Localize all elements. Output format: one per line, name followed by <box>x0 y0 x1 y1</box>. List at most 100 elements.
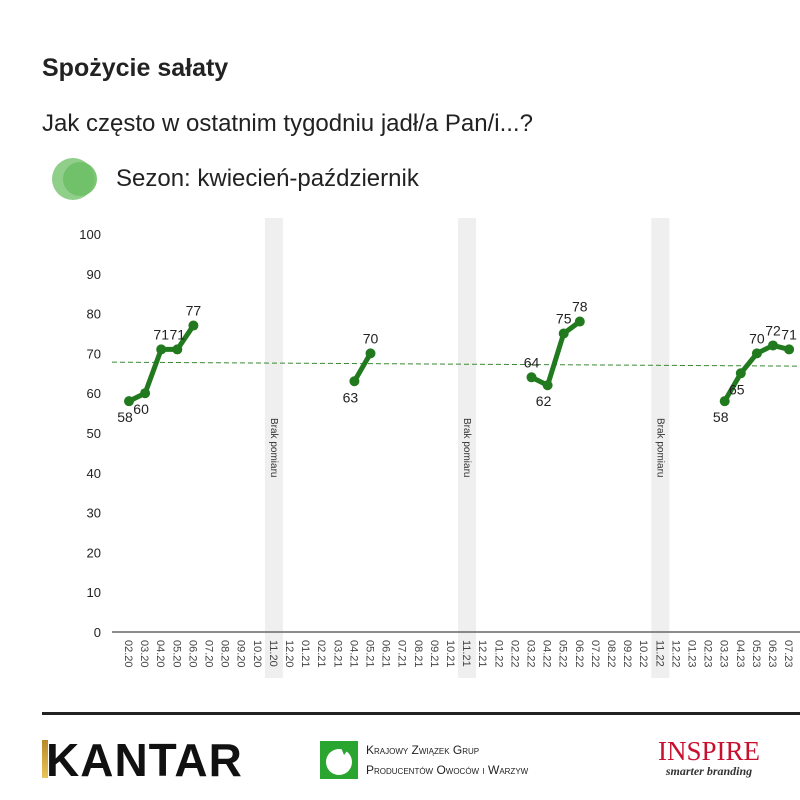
x-tick-label: 08.22 <box>605 640 617 668</box>
y-tick-label: 60 <box>87 386 101 401</box>
x-tick-label: 11.21 <box>460 640 472 667</box>
x-tick-label: 09.21 <box>428 640 440 668</box>
x-tick-label: 07.21 <box>396 640 408 668</box>
reference-line <box>111 361 800 367</box>
data-label: 71 <box>170 326 186 342</box>
x-tick-label: 11.20 <box>267 640 279 667</box>
x-tick-label: 12.21 <box>476 640 488 668</box>
x-tick-label: 09.20 <box>235 640 247 668</box>
x-tick-label: 03.23 <box>718 640 730 668</box>
no-measurement-band <box>264 218 283 678</box>
data-label: 58 <box>713 409 729 425</box>
legend: Sezon: kwiecień-październik <box>52 156 419 202</box>
kzg-logo: Krajowy Związek Grup Producentów Owoców i… <box>320 740 528 780</box>
y-tick-label: 50 <box>87 426 101 441</box>
data-point <box>735 368 746 379</box>
x-tick-label: 08.21 <box>412 640 424 668</box>
x-tick-label: 12.22 <box>669 640 681 668</box>
x-tick-label: 04.21 <box>347 640 359 668</box>
y-tick-label: 30 <box>87 506 101 521</box>
y-tick-label: 100 <box>79 227 101 242</box>
data-label: 70 <box>749 330 765 346</box>
data-point <box>542 380 553 391</box>
data-point <box>558 328 569 339</box>
x-tick-label: 03.21 <box>331 640 343 668</box>
x-tick-label: 02.20 <box>122 640 134 668</box>
footer-divider <box>42 712 800 715</box>
data-label: 78 <box>572 299 588 315</box>
x-tick-label: 08.20 <box>219 640 231 668</box>
page-subtitle: Jak często w ostatnim tygodniu jadł/a Pa… <box>42 110 533 137</box>
data-point <box>124 396 134 407</box>
data-point <box>574 316 585 327</box>
x-tick-label: 12.20 <box>283 640 295 668</box>
x-tick-label: 05.23 <box>750 640 762 668</box>
x-tick-label: 02.23 <box>702 640 714 668</box>
y-tick-label: 70 <box>87 346 101 361</box>
data-label: 62 <box>536 393 552 409</box>
data-label: 75 <box>556 311 572 327</box>
data-label: 72 <box>765 322 781 338</box>
data-point <box>156 344 167 355</box>
y-tick-label: 80 <box>87 307 101 322</box>
data-point <box>188 320 199 331</box>
no-measurement-label: Brak pomiaru <box>654 418 665 477</box>
x-tick-label: 11.22 <box>653 640 665 667</box>
data-label: 58 <box>117 409 133 425</box>
page-title: Spożycie sałaty <box>42 54 229 82</box>
data-point <box>349 376 360 387</box>
x-tick-label: 05.22 <box>557 640 569 668</box>
x-tick-label: 06.23 <box>766 640 778 668</box>
data-point <box>784 344 795 355</box>
y-tick-label: 20 <box>87 545 101 560</box>
x-tick-label: 09.22 <box>621 640 633 668</box>
x-tick-label: 02.21 <box>315 640 327 668</box>
no-measurement-band <box>651 218 670 678</box>
x-tick-label: 10.20 <box>251 640 263 668</box>
kzg-apple-icon <box>320 741 358 779</box>
series-line <box>530 319 582 388</box>
kantar-logo: KANTAR <box>42 733 243 787</box>
series-line <box>352 352 373 383</box>
x-tick-label: 06.22 <box>573 640 585 668</box>
data-point <box>140 388 151 399</box>
x-tick-label: 06.20 <box>186 640 198 668</box>
x-tick-label: 07.23 <box>782 640 794 668</box>
inspire-logo: INSPIRE smarter branding <box>658 736 761 779</box>
data-label: 70 <box>363 330 379 346</box>
y-tick-label: 90 <box>87 267 101 282</box>
x-tick-label: 03.22 <box>525 640 537 668</box>
y-tick-label: 10 <box>87 585 101 600</box>
data-point <box>719 396 730 407</box>
no-measurement-label: Brak pomiaru <box>268 418 279 477</box>
x-tick-label: 10.22 <box>637 640 649 668</box>
x-tick-label: 02.22 <box>508 640 520 668</box>
no-measurement-band <box>458 218 477 678</box>
x-tick-label: 04.22 <box>541 640 553 668</box>
line-chart: Brak pomiaru Brak pomiaru Brak pomiaru 0 10 2… <box>79 218 800 678</box>
no-measurement-label: Brak pomiaru <box>461 418 472 477</box>
data-label: 63 <box>343 389 359 405</box>
data-point <box>526 372 537 383</box>
x-tick-label: 01.23 <box>686 640 698 668</box>
data-label: 64 <box>524 354 540 370</box>
x-tick-label: 10.21 <box>444 640 456 668</box>
data-label: 71 <box>153 326 169 342</box>
data-label: 65 <box>729 381 745 397</box>
data-point <box>172 344 183 355</box>
x-tick-label: 05.21 <box>364 640 376 668</box>
data-point <box>751 348 762 359</box>
x-tick-label: 03.20 <box>138 640 150 668</box>
x-tick-label: 05.20 <box>170 640 182 668</box>
x-tick-label: 07.22 <box>589 640 601 668</box>
y-tick-label: 40 <box>87 466 101 481</box>
data-label: 77 <box>186 303 202 319</box>
x-tick-label: 04.23 <box>734 640 746 668</box>
legend-circles-icon <box>52 158 97 200</box>
legend-label: Sezon: kwiecień-październik <box>116 165 419 192</box>
data-label: 71 <box>781 326 797 342</box>
data-point <box>768 340 778 351</box>
x-tick-label: 07.20 <box>203 640 215 668</box>
x-tick-label: 04.20 <box>154 640 166 668</box>
x-tick-label: 01.22 <box>492 640 504 668</box>
